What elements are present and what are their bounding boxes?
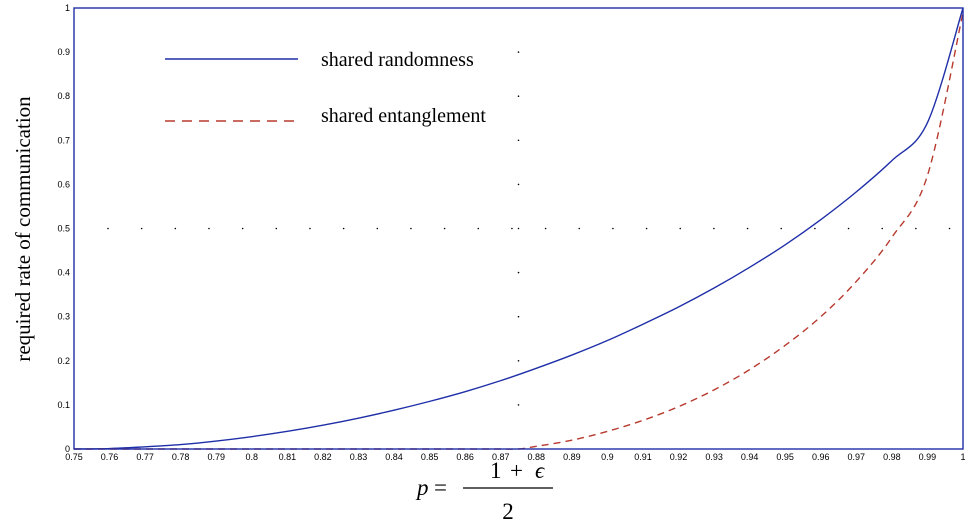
y-tick-label: 0.9 bbox=[57, 47, 70, 57]
grid-dot bbox=[107, 228, 109, 230]
y-axis-label: required rate of communication bbox=[11, 96, 35, 362]
grid-dot bbox=[915, 228, 917, 230]
grid-dot bbox=[747, 228, 749, 230]
x-label-numerator-one: 1 bbox=[490, 458, 502, 483]
x-tick-label: 0.93 bbox=[705, 452, 723, 462]
grid-dots bbox=[107, 51, 950, 405]
grid-dot bbox=[780, 228, 782, 230]
x-tick-label: 0.79 bbox=[207, 452, 225, 462]
grid-dot bbox=[518, 272, 520, 274]
grid-dot bbox=[309, 228, 311, 230]
grid-dot bbox=[141, 228, 143, 230]
y-tick-label: 0.1 bbox=[57, 400, 70, 410]
x-tick-label: 0.8 bbox=[246, 452, 259, 462]
x-tick-label: 0.95 bbox=[776, 452, 794, 462]
x-tick-label: 0.77 bbox=[136, 452, 154, 462]
x-tick-label: 0.81 bbox=[279, 452, 297, 462]
grid-dot bbox=[410, 228, 412, 230]
y-tick-label: 1 bbox=[65, 3, 70, 13]
x-label-denominator: 2 bbox=[502, 499, 514, 524]
legend-label-shared-randomness: shared randomness bbox=[321, 49, 474, 71]
x-tick-label: 0.84 bbox=[385, 452, 403, 462]
x-tick-label: 0.85 bbox=[421, 452, 439, 462]
grid-dot bbox=[276, 228, 278, 230]
x-tick-label: 0.89 bbox=[563, 452, 581, 462]
y-tick-label: 0.4 bbox=[57, 268, 70, 278]
x-tick-label: 0.94 bbox=[741, 452, 759, 462]
x-tick-label: 0.78 bbox=[172, 452, 190, 462]
x-tick-label: 0.99 bbox=[919, 452, 937, 462]
x-label-numerator-plus: + bbox=[510, 458, 523, 483]
x-tick-label: 0.9 bbox=[601, 452, 614, 462]
y-tick-label: 0 bbox=[65, 444, 70, 454]
grid-dot bbox=[518, 51, 520, 53]
grid-dot bbox=[881, 228, 883, 230]
grid-dot bbox=[511, 228, 513, 230]
y-tick-label: 0.5 bbox=[57, 224, 70, 234]
grid-dot bbox=[343, 228, 345, 230]
grid-dot bbox=[444, 228, 446, 230]
x-label-numerator-epsilon: ϵ bbox=[535, 458, 545, 483]
grid-dot bbox=[646, 228, 648, 230]
grid-dot bbox=[713, 228, 715, 230]
x-tick-label: 1 bbox=[960, 452, 965, 462]
grid-dot bbox=[208, 228, 210, 230]
x-tick-label: 0.98 bbox=[883, 452, 901, 462]
grid-dot bbox=[242, 228, 244, 230]
y-tick-label: 0.6 bbox=[57, 179, 70, 189]
grid-dot bbox=[578, 228, 580, 230]
x-label-p: p bbox=[415, 475, 429, 500]
grid-dot bbox=[518, 140, 520, 142]
grid-dot bbox=[518, 404, 520, 406]
x-axis-label: p = 1 + ϵ 2 bbox=[415, 458, 553, 524]
y-tick-label: 0.3 bbox=[57, 312, 70, 322]
y-tick-label: 0.8 bbox=[57, 91, 70, 101]
grid-dot bbox=[518, 95, 520, 97]
y-tick-label: 0.7 bbox=[57, 135, 70, 145]
grid-dot bbox=[518, 228, 520, 230]
grid-dot bbox=[949, 228, 951, 230]
grid-dot bbox=[612, 228, 614, 230]
grid-dot bbox=[518, 360, 520, 362]
x-label-equals: = bbox=[434, 475, 447, 500]
x-tick-label: 0.92 bbox=[670, 452, 688, 462]
legend: shared randomness shared entanglement bbox=[165, 49, 486, 127]
grid-dot bbox=[848, 228, 850, 230]
y-axis-tick-labels: 0 0.1 0.2 0.3 0.4 0.5 0.6 0.7 0.8 0.9 1 bbox=[57, 3, 70, 454]
grid-dot bbox=[518, 184, 520, 186]
x-tick-label: 0.82 bbox=[314, 452, 332, 462]
x-tick-label: 0.83 bbox=[350, 452, 368, 462]
x-tick-label: 0.86 bbox=[456, 452, 474, 462]
grid-dot bbox=[477, 228, 479, 230]
x-tick-label: 0.76 bbox=[101, 452, 119, 462]
x-tick-label: 0.97 bbox=[848, 452, 866, 462]
series-line-shared-entanglement bbox=[74, 12, 963, 449]
grid-dot bbox=[545, 228, 547, 230]
x-tick-label: 0.96 bbox=[812, 452, 830, 462]
grid-dot bbox=[679, 228, 681, 230]
y-tick-label: 0.2 bbox=[57, 356, 70, 366]
x-tick-label: 0.91 bbox=[634, 452, 652, 462]
grid-dot bbox=[175, 228, 177, 230]
grid-dot bbox=[814, 228, 816, 230]
legend-label-shared-entanglement: shared entanglement bbox=[321, 105, 486, 127]
grid-dot bbox=[518, 316, 520, 318]
grid-dot bbox=[376, 228, 378, 230]
